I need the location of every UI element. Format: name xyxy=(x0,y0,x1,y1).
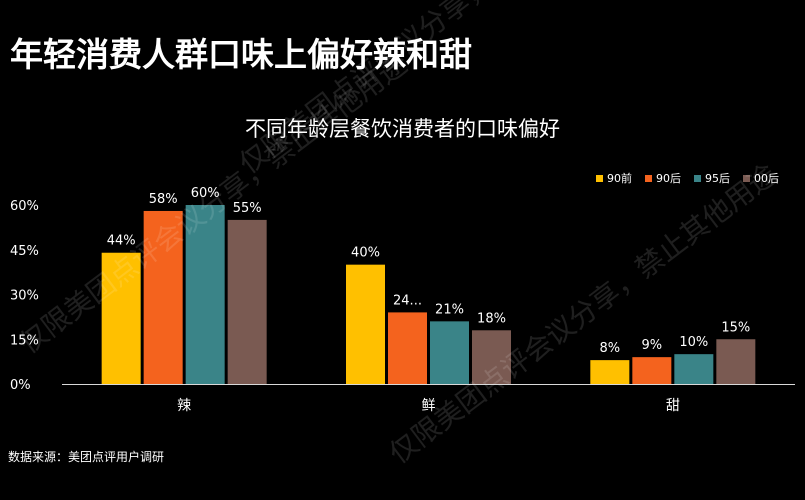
bar xyxy=(472,330,511,384)
legend-item: 00后 xyxy=(743,170,779,186)
bar xyxy=(143,210,183,384)
bar xyxy=(716,339,756,384)
bar xyxy=(590,360,630,384)
legend-swatch xyxy=(645,174,652,182)
legend-swatch xyxy=(743,174,750,182)
legend-item: 95后 xyxy=(694,170,730,186)
y-tick-label: 0% xyxy=(10,378,31,393)
legend-item: 90前 xyxy=(596,170,632,186)
y-tick-label: 60% xyxy=(10,199,39,214)
data-label: 44% xyxy=(107,234,136,249)
legend-swatch xyxy=(596,174,603,182)
legend: 90前 90后 95后 00后 xyxy=(596,170,779,186)
bar xyxy=(674,354,714,384)
bar xyxy=(346,264,385,384)
x-tick-label: 鲜 xyxy=(422,398,436,414)
x-tick-label: 甜 xyxy=(666,398,680,414)
bar xyxy=(101,252,141,384)
data-label: 60% xyxy=(191,186,220,201)
data-label: 58% xyxy=(149,192,178,207)
data-label: 8% xyxy=(600,341,621,356)
y-tick-label: 15% xyxy=(10,333,39,348)
bar xyxy=(430,321,469,384)
data-label: 15% xyxy=(721,320,750,335)
bar xyxy=(227,219,267,384)
headline: 年轻消费人群口味上偏好辣和甜 xyxy=(10,35,472,74)
y-tick-label: 30% xyxy=(10,289,39,304)
data-label: 9% xyxy=(642,338,663,353)
bar xyxy=(185,205,225,384)
chart-title: 不同年龄层餐饮消费者的口味偏好 xyxy=(245,117,560,141)
legend-swatch xyxy=(694,174,701,182)
legend-label: 00后 xyxy=(754,172,779,185)
legend-label: 90前 xyxy=(607,172,632,185)
data-label: 10% xyxy=(679,335,708,350)
legend-label: 95后 xyxy=(705,172,730,185)
data-label: 24... xyxy=(393,293,422,308)
data-label: 40% xyxy=(351,246,380,261)
data-label: 55% xyxy=(233,201,262,216)
data-label: 18% xyxy=(477,311,506,326)
bar xyxy=(388,312,427,384)
legend-label: 90后 xyxy=(656,172,681,185)
data-source: 数据来源：美团点评用户调研 xyxy=(8,450,165,464)
bar xyxy=(632,357,672,384)
x-tick-label: 辣 xyxy=(177,398,191,414)
data-label: 21% xyxy=(435,302,464,317)
y-tick-label: 45% xyxy=(10,244,39,259)
legend-item: 90后 xyxy=(645,170,681,186)
